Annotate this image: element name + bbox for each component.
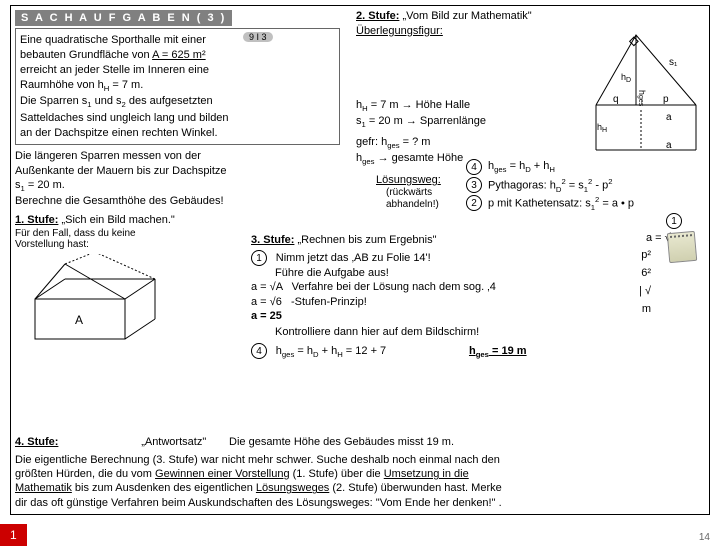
eq2: p mit Kathetensatz: s12 = a • p — [488, 195, 634, 213]
nav-indicator[interactable]: 1 — [0, 524, 27, 546]
s4-p1: Die eigentliche Berechnung (3. Stufe) wa… — [15, 453, 705, 467]
main-frame: S A C H A U F G A B E N ( 3 ) 9 I 3 Eine… — [10, 5, 710, 515]
prob-l4: Raumhöhe von hH = 7 m. — [20, 78, 335, 95]
prob-l3: erreicht an jeder Stelle im Inneren eine — [20, 63, 335, 78]
svg-text:a: a — [666, 112, 672, 123]
a6: a = √6 -Stufen-Prinzip! — [251, 295, 706, 309]
m: m — [642, 302, 651, 316]
sqrt: | √ — [639, 284, 651, 298]
problem-box: Eine quadratische Sporthalle mit einer b… — [15, 28, 340, 145]
instr2: Führe die Aufgabe aus! — [275, 267, 389, 279]
step-3: 3 — [466, 177, 482, 193]
problem-ext: Die längeren Sparren messen von der Auße… — [15, 149, 350, 208]
svg-text:s₁: s₁ — [669, 57, 678, 68]
svg-text:q: q — [613, 94, 619, 105]
stufe4: 4. Stufe: „Antwortsatz" Die gesamte Höhe… — [15, 435, 705, 510]
prob-l7: an der Dachspitze einen rechten Winkel. — [20, 126, 335, 141]
p2-l2: Außenkante der Mauern bis zur Dachspitze — [15, 164, 350, 178]
62: 6² — [641, 266, 651, 280]
svg-text:hges: hges — [637, 90, 647, 107]
kontrolle: Kontrolliere dann hier auf dem Bildschir… — [275, 325, 706, 339]
stufe1-title: 1. Stufe: „Sich ein Bild machen." — [15, 214, 175, 226]
svg-text:a: a — [666, 140, 672, 151]
prob-l2: bebauten Grundfläche von A = 625 m² — [20, 48, 335, 63]
geometry-figure: s₁ hD q p hges hH a a — [591, 30, 706, 165]
p2-l4: Berechne die Gesamthöhe des Gebäudes! — [15, 194, 350, 208]
title-bar: S A C H A U F G A B E N ( 3 ) — [15, 10, 232, 26]
losungsweg-block: Lösungsweg: (rückwärts abhandeln!) 4 3 2… — [356, 173, 706, 233]
stufe3-title: 3. Stufe: „Rechnen bis zum Ergebnis" — [251, 234, 706, 246]
s3-body: 1 Nimm jetzt das ‚AB zu Folie 14'! Führe… — [251, 250, 706, 361]
svg-text:p: p — [663, 94, 669, 105]
p2-l3: s1 = 20 m. — [15, 178, 350, 194]
stufe4-line1: 4. Stufe: „Antwortsatz" Die gesamte Höhe… — [15, 435, 705, 449]
stufe2-title: 2. Stufe: „Vom Bild zur Mathematik" — [356, 10, 706, 22]
level-pill: 9 I 3 — [243, 32, 273, 42]
s4-p3: Mathematik bis zum Ausdenken des eigentl… — [15, 481, 705, 495]
label-A: A — [75, 313, 83, 327]
notepad-icon — [668, 232, 696, 265]
prob-l1: Eine quadratische Sporthalle mit einer — [20, 33, 335, 48]
s4-p4: dir das oft günstige Verfahren beim Ausk… — [15, 496, 705, 510]
svg-text:hD: hD — [621, 72, 631, 84]
step-2: 2 — [466, 195, 482, 211]
s3-result: 4 hges = hD + hH = 12 + 7 hges = 19 m — [251, 343, 706, 360]
ruck1: (rückwärts — [386, 187, 432, 198]
ruck2: abhandeln!) — [386, 199, 439, 210]
prob-l6: Satteldaches sind ungleich lang und bild… — [20, 111, 335, 126]
svg-text:hH: hH — [597, 122, 607, 134]
eq3: Pythagoras: hD2 = s12 - p2 — [488, 177, 613, 195]
step-1: 1 — [666, 213, 682, 229]
page-number: 14 — [699, 532, 710, 543]
step-4: 4 — [466, 159, 482, 175]
stufe3: 3. Stufe: „Rechnen bis zum Ergebnis" p² … — [251, 234, 706, 361]
aA: a = √A Verfahre bei der Lösung nach dem … — [251, 280, 706, 294]
s3-c1: 1 — [251, 250, 267, 266]
s3-c4: 4 — [251, 343, 267, 359]
right-column: 2. Stufe: „Vom Bild zur Mathematik" Über… — [356, 10, 706, 233]
building-sketch: A — [15, 254, 195, 349]
prob-l5: Die Sparren s1 und s2 des aufgesetzten — [20, 94, 335, 111]
eq4: hges = hD + hH — [488, 159, 555, 175]
s4-p2: größten Hürden, die du vom Gewinnen eine… — [15, 467, 705, 481]
p2: p² — [641, 248, 651, 262]
losungsweg: Lösungsweg: — [376, 173, 441, 187]
p2-l1: Die längeren Sparren messen von der — [15, 149, 350, 163]
instr1: Nimm jetzt das ‚AB zu Folie 14'! — [276, 252, 431, 264]
a25: a = 25 — [251, 309, 706, 323]
